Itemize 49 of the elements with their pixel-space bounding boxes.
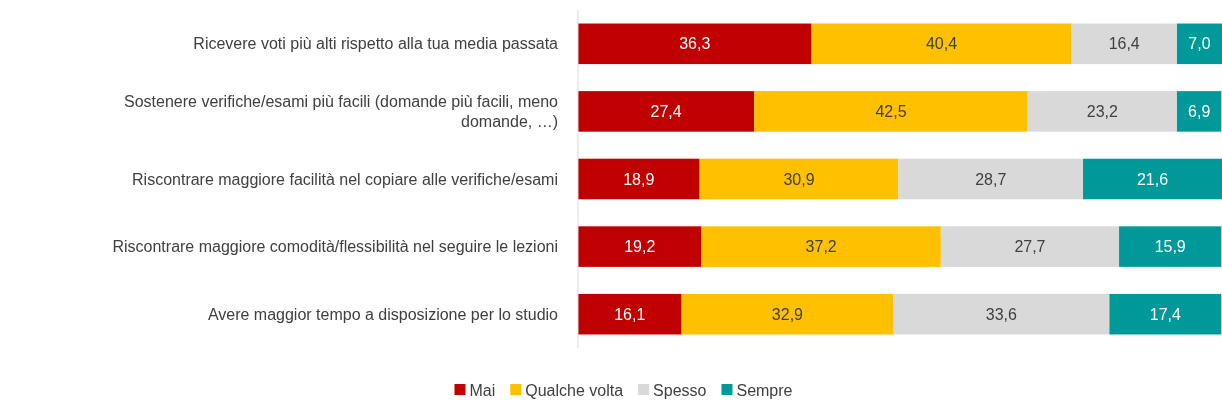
data-label: 16,4 xyxy=(1108,35,1140,53)
bar xyxy=(1083,158,1222,200)
bar xyxy=(578,23,812,65)
bar xyxy=(681,293,894,335)
bar xyxy=(1027,91,1177,132)
bar xyxy=(893,293,1110,335)
bar xyxy=(578,91,755,132)
legend-label: Sempre xyxy=(736,381,793,399)
y-tick-label: Riscontrare maggiore comodità/flessibilità nel seguire le lezioni xyxy=(112,238,558,256)
data-label: 16,1 xyxy=(614,305,646,323)
bar xyxy=(1176,23,1222,65)
legend-label: Spesso xyxy=(653,381,707,399)
data-label: 42,5 xyxy=(875,103,907,120)
bar xyxy=(1071,23,1177,65)
data-label: 32,9 xyxy=(771,305,804,323)
bar xyxy=(578,226,702,267)
y-tick-label: Avere maggior tempo a disposizione per lo studio xyxy=(207,305,559,323)
legend-label: Qualche volta xyxy=(525,381,624,399)
data-label: 18,9 xyxy=(623,170,655,188)
bar xyxy=(754,91,1028,132)
y-tick-label: Sostenere verifiche/esami più facili (domande più facili, meno domande, …) xyxy=(124,93,559,130)
y-tick-label: Ricevere voti più alti rispetto alla tua media passata xyxy=(193,35,559,53)
bar xyxy=(1109,293,1222,335)
data-label: 6,9 xyxy=(1188,103,1211,120)
bar xyxy=(898,158,1084,200)
bar xyxy=(1119,226,1222,267)
data-label: 33,6 xyxy=(985,305,1017,323)
bar xyxy=(578,158,700,200)
bar xyxy=(940,226,1120,267)
bar xyxy=(701,226,941,267)
data-label: 23,2 xyxy=(1086,103,1119,120)
bar xyxy=(578,293,682,335)
data-label: 19,2 xyxy=(624,238,656,256)
y-tick-label: Riscontrare maggiore facilità nel copiare alle verifiche/esami xyxy=(132,170,558,188)
data-label: 27,7 xyxy=(1014,238,1046,256)
data-label: 7,0 xyxy=(1188,35,1211,53)
data-label: 30,9 xyxy=(783,170,815,188)
data-label: 37,2 xyxy=(805,238,837,256)
data-label: 28,7 xyxy=(975,170,1007,188)
bar xyxy=(811,23,1072,65)
legend-label: Mai xyxy=(469,381,496,399)
data-label: 15,9 xyxy=(1154,238,1186,256)
data-label: 36,3 xyxy=(679,35,711,53)
data-label: 27,4 xyxy=(650,103,682,120)
bar xyxy=(1176,91,1222,132)
data-label: 21,6 xyxy=(1136,170,1169,188)
data-label: 40,4 xyxy=(925,35,958,53)
bar xyxy=(699,158,899,200)
data-label: 17,4 xyxy=(1149,305,1182,323)
